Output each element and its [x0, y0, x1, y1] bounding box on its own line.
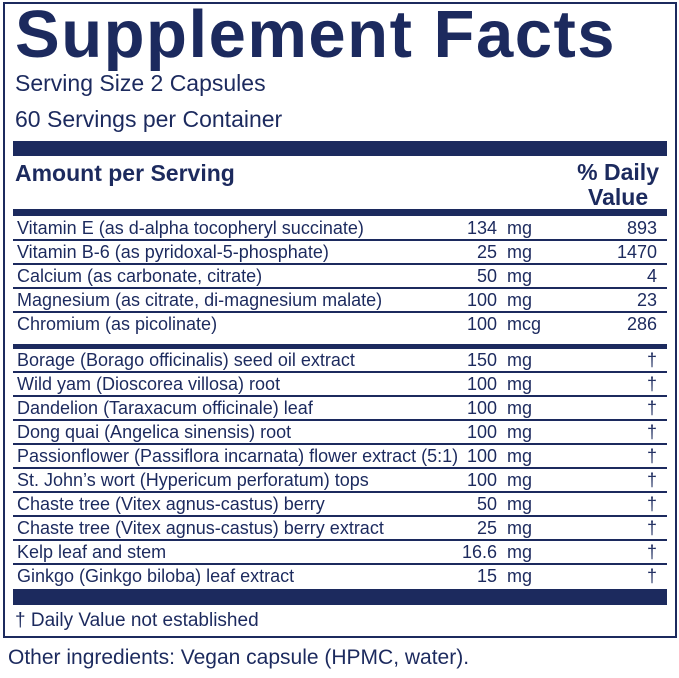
amount-value: 25 — [476, 518, 497, 538]
table-row: Magnesium (as citrate, di-magnesium mala… — [13, 289, 667, 313]
daily-value: † — [646, 422, 657, 442]
daily-value: † — [646, 542, 657, 562]
table-row: Chromium (as picolinate) 100 mcg 286 — [13, 313, 667, 335]
dv-header-line1: % Daily — [577, 159, 659, 185]
amount-value: 16.6 — [461, 542, 497, 562]
ingredient-name: Dong quai (Angelica sinensis) root — [17, 422, 292, 442]
amount-unit: mg — [507, 266, 533, 286]
ingredient-name: Ginkgo (Ginkgo biloba) leaf extract — [17, 566, 295, 586]
dv-header-line2: Value — [588, 184, 649, 210]
daily-value: 4 — [646, 266, 657, 286]
amount-unit: mg — [507, 566, 533, 586]
amount-unit: mg — [507, 242, 533, 262]
daily-value: † — [646, 350, 657, 370]
amount-unit: mg — [507, 470, 533, 490]
amount-value: 100 — [466, 422, 497, 442]
ingredient-name: Passionflower (Passiflora incarnata) flo… — [17, 446, 459, 466]
amount-unit: mg — [507, 446, 533, 466]
ingredient-name: Wild yam (Dioscorea villosa) root — [17, 374, 281, 394]
table-row: Dong quai (Angelica sinensis) root 100 mg † — [13, 421, 667, 445]
table-row: St. John’s wort (Hypericum perforatum) t… — [13, 469, 667, 493]
daily-value: † — [646, 494, 657, 514]
amount-value: 100 — [466, 446, 497, 466]
amount-unit: mg — [507, 218, 533, 238]
amount-value: 100 — [466, 398, 497, 418]
amount-value: 25 — [476, 242, 497, 262]
amount-value: 150 — [466, 350, 497, 370]
ingredient-name: Kelp leaf and stem — [17, 542, 167, 562]
botanical-rows: Borage (Borago officinalis) seed oil ext… — [13, 349, 667, 587]
table-row: Chaste tree (Vitex agnus-castus) berry e… — [13, 517, 667, 541]
ingredient-name: Magnesium (as citrate, di-magnesium mala… — [17, 290, 383, 310]
divider-bar — [13, 141, 667, 156]
ingredient-name: Vitamin B-6 (as pyridoxal-5-phosphate) — [17, 242, 329, 262]
amount-value: 100 — [466, 470, 497, 490]
daily-value: † — [646, 470, 657, 490]
amount-unit: mg — [507, 374, 533, 394]
table-row: Ginkgo (Ginkgo biloba) leaf extract 15 mg † — [13, 565, 667, 587]
daily-value: † — [646, 566, 657, 586]
table-row: Passionflower (Passiflora incarnata) flo… — [13, 445, 667, 469]
amount-value: 15 — [476, 566, 497, 586]
daily-value: 1470 — [616, 242, 657, 262]
amount-value: 50 — [476, 494, 497, 514]
ingredient-name: Borage (Borago officinalis) seed oil ext… — [17, 350, 355, 370]
supplement-facts-panel: Supplement Facts Serving Size 2 Capsules… — [3, 0, 677, 638]
amount-unit: mg — [507, 518, 533, 538]
table-row: Vitamin E (as d-alpha tocopheryl succina… — [13, 217, 667, 241]
daily-value: † — [646, 374, 657, 394]
daily-value: 893 — [626, 218, 657, 238]
amount-value: 100 — [466, 290, 497, 310]
serving-size: Serving Size 2 Capsules — [15, 70, 266, 96]
panel-title: Supplement Facts — [15, 0, 617, 72]
amount-value: 134 — [466, 218, 497, 238]
daily-value-header: % Daily Value — [577, 160, 659, 210]
table-row: Chaste tree (Vitex agnus-castus) berry 50… — [13, 493, 667, 517]
amount-value: 100 — [466, 314, 497, 334]
ingredient-name: Dandelion (Taraxacum officinale) leaf — [17, 398, 313, 418]
table-row: Kelp leaf and stem 16.6 mg † — [13, 541, 667, 565]
other-ingredients: Other ingredients: Vegan capsule (HPMC, … — [8, 646, 470, 669]
daily-value: † — [646, 398, 657, 418]
amount-per-serving-header: Amount per Serving — [15, 160, 235, 186]
amount-unit: mg — [507, 542, 533, 562]
divider-bar — [13, 589, 667, 605]
amount-unit: mg — [507, 422, 533, 442]
amount-value: 100 — [466, 374, 497, 394]
ingredient-name: Calcium (as carbonate, citrate) — [17, 266, 263, 286]
table-row: Calcium (as carbonate, citrate) 50 mg 4 — [13, 265, 667, 289]
divider-bar — [13, 344, 667, 349]
nutrient-rows: Vitamin E (as d-alpha tocopheryl succina… — [13, 217, 667, 335]
amount-unit: mg — [507, 398, 533, 418]
amount-unit: mg — [507, 350, 533, 370]
table-row: Vitamin B-6 (as pyridoxal-5-phosphate) 25… — [13, 241, 667, 265]
amount-unit: mg — [507, 290, 533, 310]
daily-value: 286 — [626, 314, 657, 334]
table-row: Wild yam (Dioscorea villosa) root 100 mg † — [13, 373, 667, 397]
ingredient-name: Chaste tree (Vitex agnus-castus) berry e… — [17, 518, 384, 538]
amount-unit: mg — [507, 494, 533, 514]
ingredient-name: Vitamin E (as d-alpha tocopheryl succina… — [17, 218, 364, 238]
daily-value: † — [646, 518, 657, 538]
footnote: † Daily Value not established — [15, 610, 259, 631]
divider-bar — [13, 209, 667, 216]
ingredient-name: Chromium (as picolinate) — [17, 314, 218, 334]
ingredient-name: St. John’s wort (Hypericum perforatum) t… — [17, 470, 369, 490]
daily-value: † — [646, 446, 657, 466]
table-row: Dandelion (Taraxacum officinale) leaf 100… — [13, 397, 667, 421]
ingredient-name: Chaste tree (Vitex agnus-castus) berry — [17, 494, 325, 514]
amount-value: 50 — [476, 266, 497, 286]
amount-unit: mcg — [507, 314, 542, 334]
table-row: Borage (Borago officinalis) seed oil ext… — [13, 349, 667, 373]
servings-per-container: 60 Servings per Container — [15, 106, 283, 132]
daily-value: 23 — [636, 290, 657, 310]
